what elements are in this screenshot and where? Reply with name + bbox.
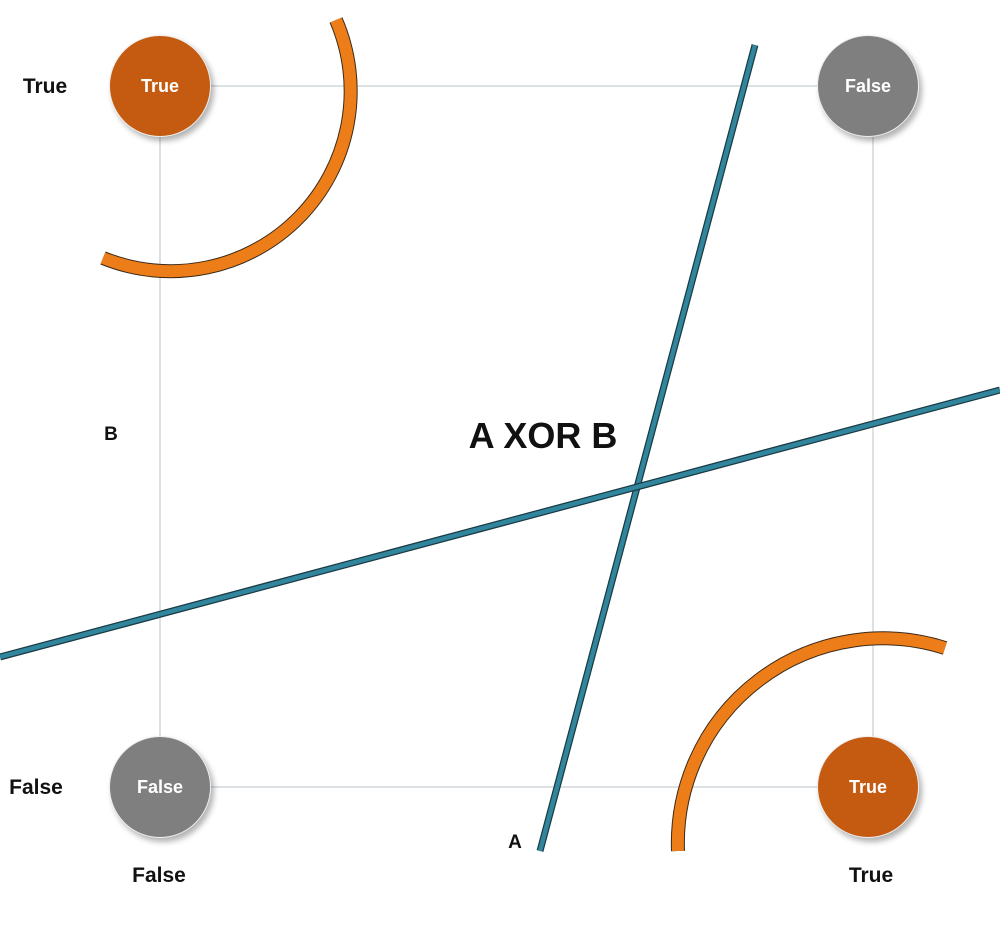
diagram-title: A XOR B (468, 415, 618, 456)
col-label-false: False (132, 864, 186, 887)
separator-line-shallow (0, 386, 1000, 661)
col-label-true: True (848, 864, 894, 887)
arc-bottom-right (670, 631, 948, 852)
row-label-false: False (9, 776, 63, 799)
node-top-right: False (817, 35, 919, 137)
node-bottom-left: False (109, 736, 211, 838)
grid-square (159, 85, 874, 788)
node-top-left: True (109, 35, 211, 137)
node-bottom-right: True (817, 736, 919, 838)
row-label-true: True (22, 75, 68, 98)
axis-b-label: B (104, 424, 118, 445)
arc-top-left (100, 17, 358, 279)
separator-line-steep (536, 44, 759, 852)
axis-a-label: A (508, 832, 522, 853)
